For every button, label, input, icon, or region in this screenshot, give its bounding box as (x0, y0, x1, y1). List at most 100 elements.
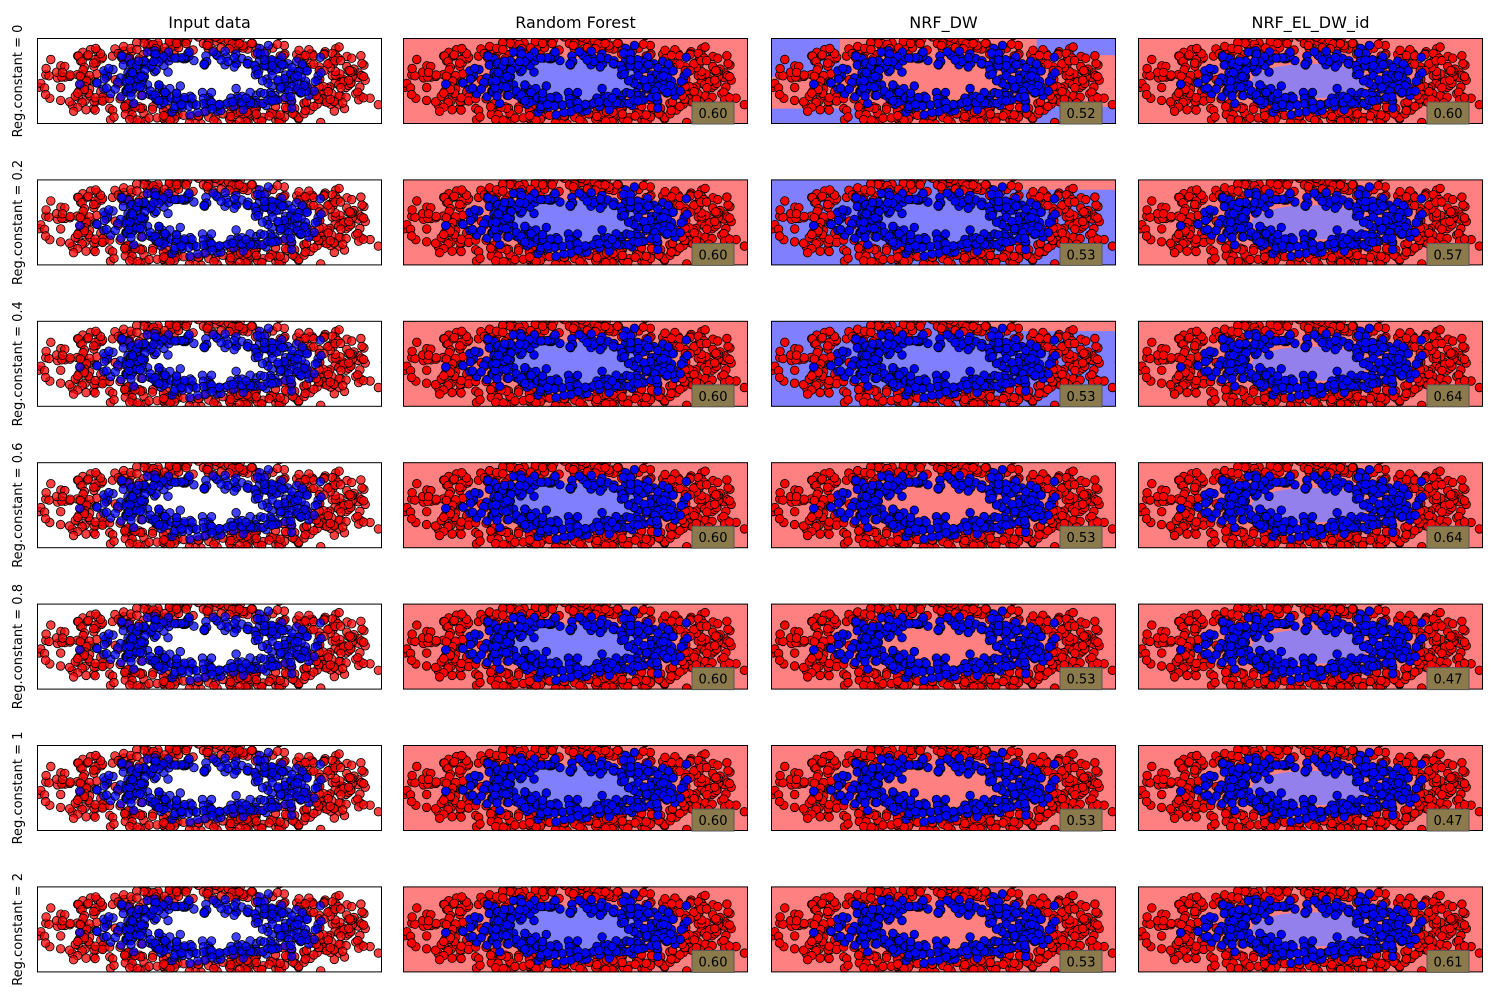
point-red (252, 110, 261, 119)
point-red (592, 265, 601, 274)
point-red (825, 235, 834, 244)
point-blue (93, 79, 102, 88)
point-red (725, 94, 734, 103)
point-red (712, 66, 721, 75)
point-red (725, 235, 734, 244)
point-blue (1286, 48, 1295, 57)
point-red (235, 181, 244, 190)
point-blue (185, 48, 194, 57)
point-red (1079, 76, 1088, 85)
point-red (181, 265, 190, 274)
point-red (810, 72, 819, 81)
point-blue (136, 83, 145, 92)
point-blue (134, 57, 143, 66)
point-blue (1361, 56, 1370, 65)
point-blue (583, 56, 592, 65)
point-red (893, 253, 902, 262)
point-red (712, 208, 721, 217)
point-red (448, 106, 457, 115)
point-blue (171, 54, 180, 63)
point-red (601, 258, 610, 267)
point-blue (171, 195, 180, 204)
point-red (148, 246, 157, 255)
point-red (792, 68, 801, 77)
point-blue (1330, 98, 1339, 107)
point-red (82, 247, 91, 256)
point-blue (155, 96, 164, 105)
point-blue (502, 83, 511, 92)
point-blue (943, 48, 952, 57)
point-red (91, 106, 100, 115)
point-red (816, 247, 825, 256)
point-blue (278, 202, 287, 211)
point-red (631, 112, 640, 121)
point-red (825, 186, 834, 195)
point-red (110, 254, 119, 263)
point-blue (1388, 93, 1397, 102)
point-red (724, 201, 733, 210)
panel: 0.60 (401, 27, 767, 134)
point-blue (595, 98, 604, 107)
point-blue (977, 59, 986, 68)
point-red (1402, 106, 1411, 115)
point-blue (172, 89, 181, 98)
point-blue (543, 242, 552, 251)
point-red (357, 51, 366, 60)
point-red (439, 89, 448, 98)
point-blue (1045, 77, 1054, 86)
point-blue (942, 104, 951, 113)
point-red (457, 44, 466, 53)
point-blue (1412, 77, 1421, 86)
point-blue (194, 108, 203, 117)
point-blue (682, 194, 691, 203)
point-blue (1301, 60, 1310, 69)
point-red (442, 72, 451, 81)
point-red (337, 225, 346, 234)
point-blue (177, 100, 186, 109)
point-red (197, 267, 206, 276)
point-blue (1322, 47, 1331, 56)
point-red (514, 246, 523, 255)
point-blue (230, 53, 239, 62)
point-red (499, 45, 508, 54)
point-red (577, 33, 586, 42)
point-blue (852, 52, 861, 61)
point-red (422, 238, 431, 247)
point-blue (653, 234, 662, 243)
point-blue (682, 53, 691, 62)
point-red (781, 55, 790, 64)
point-blue (1273, 89, 1282, 98)
point-red (413, 55, 422, 64)
point-blue (492, 76, 501, 85)
point-red (1092, 59, 1101, 68)
point-blue (911, 100, 920, 109)
point-blue (316, 194, 325, 203)
point-red (583, 123, 592, 132)
point-blue (1278, 100, 1287, 109)
point-blue (551, 189, 560, 198)
point-blue (207, 230, 216, 239)
point-blue (111, 226, 120, 235)
point-blue (521, 238, 530, 247)
point-blue (268, 238, 277, 247)
point-red (1273, 39, 1282, 48)
point-red (723, 51, 732, 60)
point-blue (934, 60, 943, 69)
point-blue (229, 98, 238, 107)
point-red (69, 248, 78, 257)
point-red (42, 206, 51, 215)
point-blue (994, 56, 1003, 65)
point-blue (1331, 53, 1340, 62)
point-blue (468, 84, 477, 93)
point-blue (493, 92, 502, 101)
point-red (1035, 106, 1044, 115)
point-red (690, 229, 699, 238)
point-red (1050, 260, 1059, 269)
point-red (76, 213, 85, 222)
point-blue (1378, 83, 1387, 92)
point-blue (988, 70, 997, 79)
point-red (1437, 56, 1446, 65)
point-blue (1021, 104, 1030, 113)
point-red (185, 260, 194, 269)
score-box: 0.52 (1060, 102, 1102, 124)
